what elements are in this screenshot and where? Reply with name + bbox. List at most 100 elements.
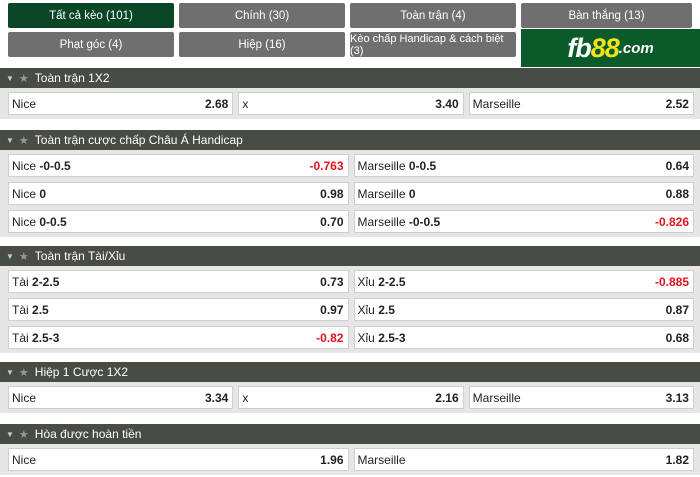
tab-corners[interactable]: Phạt góc (4) [8,32,174,57]
odds-cell[interactable]: Tài 2-2.5 0.73 [8,270,349,293]
handicap-line: 2.5-3 [378,330,406,345]
odds-cell[interactable]: Xỉu 2.5-3 0.68 [353,326,694,349]
odds-value: 3.40 [435,96,459,111]
selection-label: Nice [12,390,37,405]
star-icon[interactable]: ★ [18,134,29,147]
market-header[interactable]: ▼ ★ Toàn trận Tài/Xỉu [0,246,700,266]
handicap-line: 0-0.5 [408,158,437,173]
collapse-arrow-icon[interactable]: ▼ [6,135,14,145]
odds-cell[interactable]: Xỉu 2-2.5 -0.885 [353,270,694,293]
selection-label: Xỉu 2.5 [357,302,395,317]
odds-value: 1.82 [665,452,689,467]
selection-label: Marseille [357,452,406,467]
odds-value: 0.73 [320,274,344,289]
tab-main[interactable]: Chính (30) [179,3,345,28]
market-header[interactable]: ▼ ★ Hòa được hoàn tiền [0,424,700,444]
odds-cell[interactable]: Marseille 1.82 [353,448,694,471]
odds-cell[interactable]: Nice 2.68 [8,92,234,115]
odds-cell[interactable]: Marseille 3.13 [468,386,694,409]
odds-cell[interactable]: Tài 2.5 0.97 [8,298,349,321]
market-title: Hòa được hoàn tiền [34,427,142,441]
odds-row: Nice 0-0.5 0.70 Marseille -0-0.5 -0.826 [8,210,694,233]
market-title: Toàn trận 1X2 [34,71,110,85]
odds-cell[interactable]: Nice 0-0.5 0.70 [8,210,349,233]
odds-cell[interactable]: Marseille 0 0.88 [353,182,694,205]
market-header[interactable]: ▼ ★ Toàn trận cược chấp Châu Á Handicap [0,130,700,150]
star-icon[interactable]: ★ [18,72,29,85]
odds-cell[interactable]: Nice 3.34 [8,386,234,409]
market-title: Toàn trận Tài/Xỉu [34,249,126,263]
handicap-line: 2-2.5 [378,274,406,289]
odds-value: 3.13 [665,390,689,405]
odds-value: 3.34 [204,390,229,405]
tab-all[interactable]: Tất cả kèo (101) [8,3,174,28]
market-header[interactable]: ▼ ★ Hiệp 1 Cược 1X2 [0,362,700,382]
odds-value: 0.97 [320,302,344,317]
tab-full-match[interactable]: Toàn trận (4) [350,3,516,28]
market-title: Hiệp 1 Cược 1X2 [34,365,129,379]
selection-label: Marseille -0-0.5 [357,214,441,229]
selection-label: Nice 0 [12,186,47,201]
star-icon[interactable]: ★ [18,366,29,379]
tab-handicap[interactable]: Kèo chấp Handicap & cách biệt (3) [350,32,516,57]
selection-label: Xỉu 2-2.5 [357,274,406,289]
handicap-line: 2.5 [32,302,49,317]
odds-value: -0.826 [654,214,689,229]
selection-label: Marseille [472,96,521,111]
market-section: ▼ ★ Toàn trận 1X2 Nice 2.68 x 3.40 Marseille 2.5… [0,68,700,119]
selection-label: Nice -0-0.5 [12,158,71,173]
market-section: ▼ ★ Hòa được hoàn tiền Nice 1.96 Marseille 1.8… [0,424,700,475]
star-icon[interactable]: ★ [18,250,29,263]
market-title: Toàn trận cược chấp Châu Á Handicap [34,133,243,147]
market-header[interactable]: ▼ ★ Toàn trận 1X2 [0,68,700,88]
odds-value: 2.68 [204,96,229,111]
selection-label: Tài 2.5 [12,302,49,317]
tab-goals[interactable]: Bàn thắng (13) [521,3,692,28]
selection-label: Marseille 0-0.5 [357,158,437,173]
handicap-line: -0-0.5 [408,214,441,229]
odds-row: Nice 3.34 x 2.16 Marseille 3.13 [8,386,694,409]
odds-cell[interactable]: Xỉu 2.5 0.87 [353,298,694,321]
selection-label: Xỉu 2.5-3 [357,330,406,345]
star-icon[interactable]: ★ [18,428,29,441]
odds-row: Tài 2-2.5 0.73 Xỉu 2-2.5 -0.885 [8,270,694,293]
selection-label: Nice [12,452,37,467]
selection-label: Tài 2.5-3 [12,330,60,345]
handicap-line: -0-0.5 [39,158,71,173]
odds-cell[interactable]: Nice 1.96 [8,448,349,471]
selection-label: Nice 0-0.5 [12,214,67,229]
selection-label: Nice [12,96,37,111]
odds-cell[interactable]: Marseille 0-0.5 0.64 [353,154,694,177]
odds-value: 0.64 [665,158,689,173]
odds-cell[interactable]: Marseille 2.52 [468,92,694,115]
market-section: ▼ ★ Toàn trận cược chấp Châu Á Handicap Nic… [0,130,700,237]
odds-cell[interactable]: Nice -0-0.5 -0.763 [8,154,349,177]
odds-value: 1.96 [320,452,344,467]
market-section: ▼ ★ Hiệp 1 Cược 1X2 Nice 3.34 x 2.16 Marseille 3… [0,362,700,413]
fb88-logo: fb 88 .com [521,29,700,67]
handicap-line: 0 [408,186,416,201]
odds-value: -0.763 [309,158,344,173]
odds-row: Tài 2.5-3 -0.82 Xỉu 2.5-3 0.68 [8,326,694,349]
collapse-arrow-icon[interactable]: ▼ [6,251,14,261]
selection-label: x [242,390,249,405]
odds-value: 2.52 [665,96,689,111]
odds-value: 0.88 [665,186,689,201]
collapse-arrow-icon[interactable]: ▼ [6,367,14,377]
collapse-arrow-icon[interactable]: ▼ [6,429,14,439]
odds-row: Tài 2.5 0.97 Xỉu 2.5 0.87 [8,298,694,321]
odds-value: 0.70 [320,214,344,229]
odds-cell[interactable]: Tài 2.5-3 -0.82 [8,326,349,349]
tab-halves[interactable]: Hiệp (16) [179,32,345,57]
odds-cell[interactable]: Nice 0 0.98 [8,182,349,205]
odds-cell[interactable]: x 3.40 [238,92,464,115]
handicap-line: 2.5-3 [32,330,60,345]
handicap-line: 0-0.5 [39,214,67,229]
handicap-line: 0 [39,186,47,201]
selection-label: Marseille [472,390,521,405]
odds-cell[interactable]: Marseille -0-0.5 -0.826 [353,210,694,233]
odds-cell[interactable]: x 2.16 [238,386,464,409]
collapse-arrow-icon[interactable]: ▼ [6,73,14,83]
odds-value: 0.68 [665,330,689,345]
odds-row: Nice 0 0.98 Marseille 0 0.88 [8,182,694,205]
